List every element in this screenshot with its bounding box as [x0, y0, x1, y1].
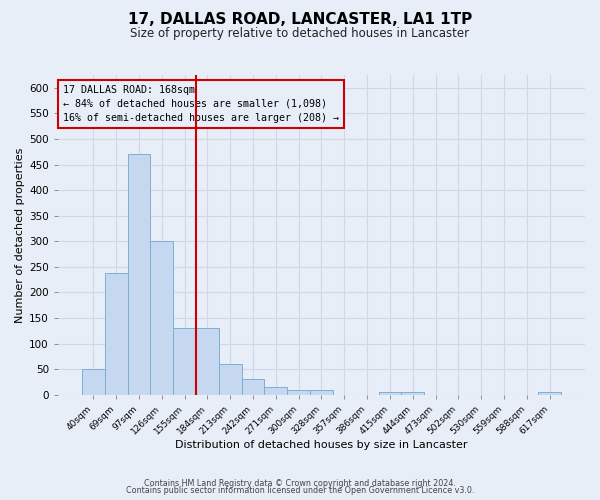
- Text: 17 DALLAS ROAD: 168sqm
← 84% of detached houses are smaller (1,098)
16% of semi-: 17 DALLAS ROAD: 168sqm ← 84% of detached…: [63, 84, 339, 122]
- Bar: [105, 273, 128, 394]
- Bar: [173, 328, 196, 394]
- Bar: [265, 387, 287, 394]
- Text: Contains public sector information licensed under the Open Government Licence v3: Contains public sector information licen…: [126, 486, 474, 495]
- X-axis label: Distribution of detached houses by size in Lancaster: Distribution of detached houses by size …: [175, 440, 468, 450]
- Bar: [538, 392, 561, 394]
- Text: Contains HM Land Registry data © Crown copyright and database right 2024.: Contains HM Land Registry data © Crown c…: [144, 478, 456, 488]
- Bar: [401, 392, 424, 394]
- Bar: [151, 242, 173, 394]
- Bar: [310, 390, 333, 394]
- Text: Size of property relative to detached houses in Lancaster: Size of property relative to detached ho…: [130, 28, 470, 40]
- Text: 17, DALLAS ROAD, LANCASTER, LA1 1TP: 17, DALLAS ROAD, LANCASTER, LA1 1TP: [128, 12, 472, 28]
- Bar: [219, 364, 242, 394]
- Bar: [287, 390, 310, 394]
- Bar: [196, 328, 219, 394]
- Y-axis label: Number of detached properties: Number of detached properties: [15, 147, 25, 322]
- Bar: [379, 392, 401, 394]
- Bar: [82, 369, 105, 394]
- Bar: [128, 154, 151, 394]
- Bar: [242, 380, 265, 394]
